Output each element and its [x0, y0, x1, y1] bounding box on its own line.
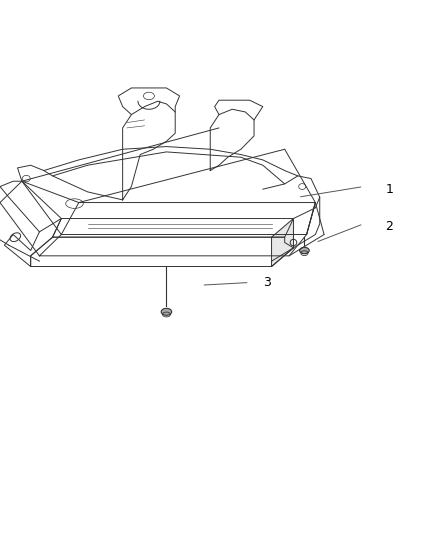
Ellipse shape: [300, 247, 309, 254]
Ellipse shape: [161, 308, 172, 315]
Polygon shape: [272, 219, 293, 266]
Text: 3: 3: [263, 276, 271, 289]
Text: 2: 2: [385, 220, 393, 233]
Text: 1: 1: [385, 183, 393, 196]
